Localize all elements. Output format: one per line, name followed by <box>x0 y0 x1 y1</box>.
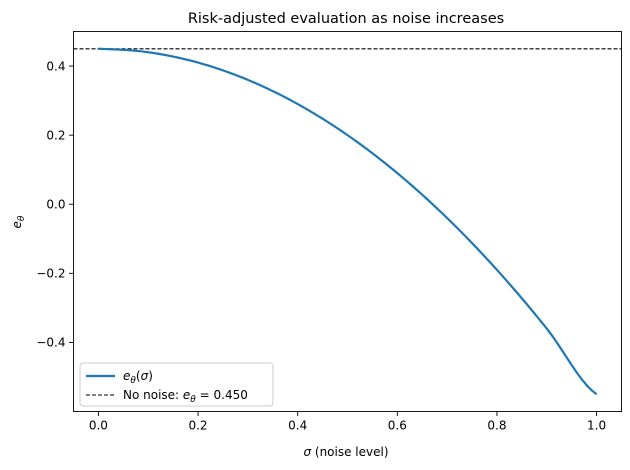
y-axis-label: eθ <box>10 215 27 228</box>
x-tick-label: 0.2 <box>188 419 207 433</box>
x-tick-label: 0.8 <box>487 419 506 433</box>
plot-area <box>73 47 622 396</box>
x-axis: 0.0 0.2 0.4 0.6 0.8 1.0 <box>89 411 606 433</box>
y-tick-label: 0.2 <box>46 128 65 142</box>
legend-box <box>79 362 274 407</box>
y-tick-label: 0.4 <box>46 59 65 73</box>
y-axis: −0.4 −0.2 0.0 0.2 0.4 <box>36 59 74 350</box>
legend-label-reference: No noise: eθ = 0.450 <box>123 388 248 405</box>
x-axis-label: σ (noise level) <box>303 445 388 459</box>
x-tick-label: 0.4 <box>288 419 307 433</box>
y-tick-label: 0.0 <box>46 198 65 212</box>
series-line-0 <box>98 47 598 396</box>
x-tick-label: 0.0 <box>89 419 108 433</box>
legend: eθ(σ) No noise: eθ = 0.450 <box>79 362 274 407</box>
x-tick-label: 1.0 <box>587 419 606 433</box>
y-tick-label: −0.2 <box>36 267 65 281</box>
y-tick-label: −0.4 <box>36 336 65 350</box>
x-tick-label: 0.6 <box>388 419 407 433</box>
plot-frame <box>73 31 622 412</box>
legend-label-curve: eθ(σ) <box>123 369 153 386</box>
chart-title: Risk-adjusted evaluation as noise increa… <box>188 11 504 27</box>
